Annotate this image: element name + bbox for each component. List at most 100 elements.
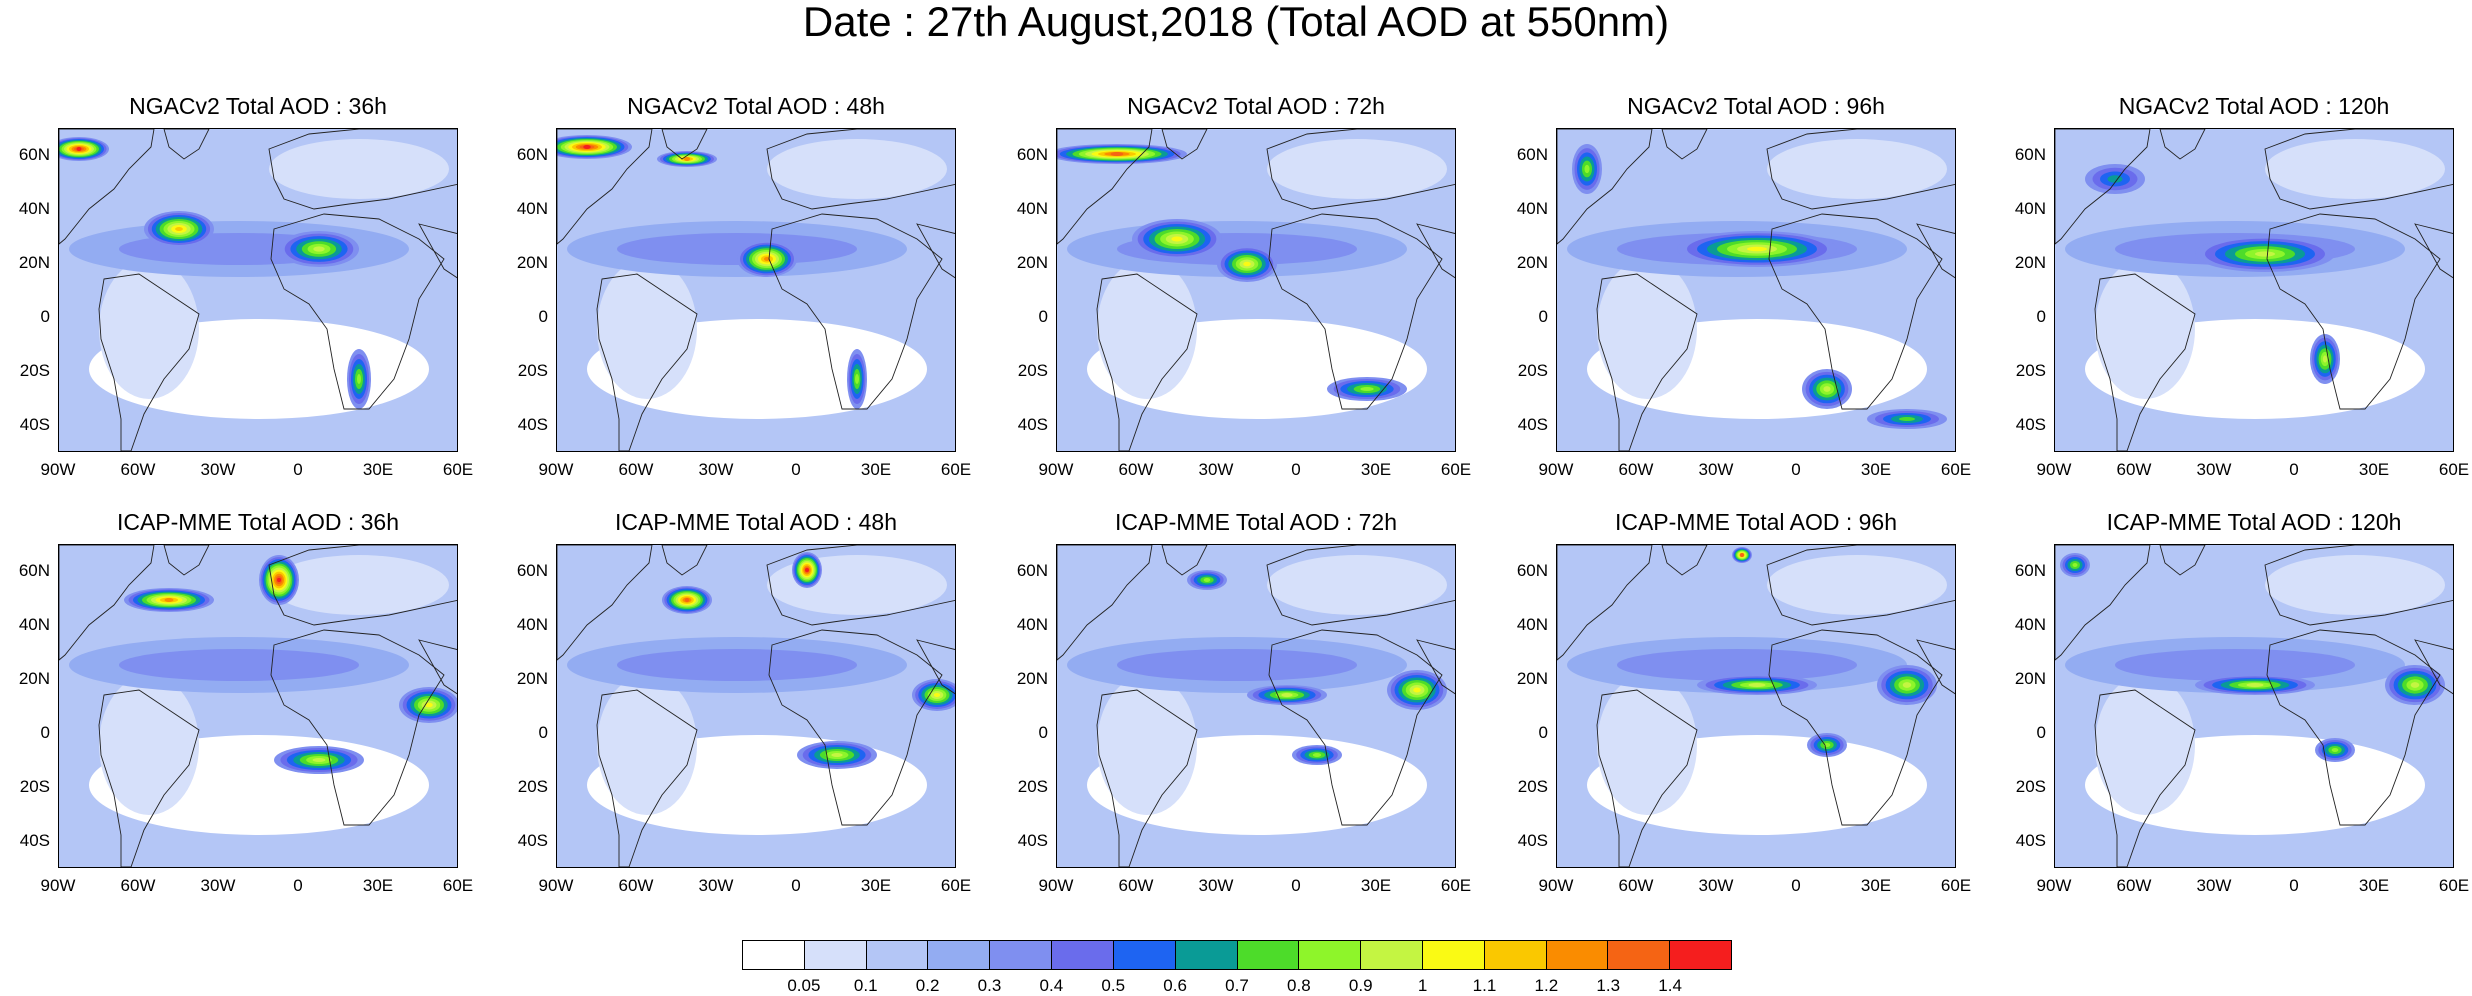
coastline [1096, 689, 1198, 867]
lat-tick-label: 0 [1038, 307, 1048, 326]
aod-plume [684, 157, 690, 161]
coastline [1161, 129, 1208, 160]
low-aod-region [1267, 555, 1447, 615]
aod-plume [1110, 152, 1124, 156]
coastline [2094, 689, 2196, 867]
lon-tick-label: 30W [2196, 876, 2232, 895]
coastline [270, 629, 445, 826]
lon-tick-label: 30E [362, 876, 394, 895]
aod-plume [76, 147, 82, 151]
lon-tick-label: 30E [860, 460, 892, 479]
coastline [2055, 545, 2151, 661]
coastline [98, 273, 200, 451]
coastline [418, 639, 457, 695]
aod-plume [2246, 683, 2264, 687]
coastline [2266, 213, 2441, 410]
aod-plume [583, 145, 591, 149]
lon-tick-label: 90W [538, 460, 574, 479]
lat-tick-label: 20N [1516, 669, 1548, 688]
coastline [2414, 223, 2453, 279]
lon-tick-label: 60W [2116, 460, 2152, 479]
lon-tick-label: 60E [1440, 876, 1472, 895]
lon-tick-label: 60E [2438, 876, 2470, 895]
coastline [1416, 223, 1455, 279]
lat-tick-label: 0 [2036, 723, 2046, 742]
low-aod-region [597, 675, 697, 815]
aod-plume [357, 374, 361, 384]
colorbar-swatch [743, 941, 805, 969]
low-aod-region [269, 139, 449, 199]
colorbar-swatch [1608, 941, 1671, 969]
colorbar-label: 0.7 [1225, 976, 1249, 995]
lat-tick-label: 40N [2014, 199, 2046, 218]
colorbar-swatch [928, 941, 991, 969]
lon-tick-label: 60W [1118, 876, 1154, 895]
panel-title: NGACv2 Total AOD : 36h [129, 93, 387, 119]
lat-tick-label: 40S [2015, 415, 2046, 434]
lon-tick-label: 30W [1698, 460, 1734, 479]
lon-tick-label: 90W [40, 460, 76, 479]
lon-tick-label: 30W [1198, 876, 1234, 895]
panel-title: NGACv2 Total AOD : 120h [2118, 93, 2390, 119]
lat-tick-label: 0 [538, 307, 548, 326]
lon-tick-label: 60E [940, 876, 972, 895]
aod-map [2054, 128, 2454, 452]
aod-plume [312, 758, 326, 762]
aod-plume [1899, 417, 1915, 421]
lat-tick-label: 20S [19, 777, 50, 796]
lon-tick-label: 90W [2036, 876, 2072, 895]
coastline [557, 129, 653, 245]
coastline [1768, 629, 1943, 826]
coastline [163, 129, 210, 160]
aod-map [556, 128, 956, 452]
colorbar-label: 1.4 [1658, 976, 1682, 995]
panel-title: NGACv2 Total AOD : 48h [627, 93, 885, 119]
lon-tick-label: 0 [293, 876, 303, 895]
lat-tick-label: 20N [2014, 253, 2046, 272]
aod-plume [2072, 563, 2078, 567]
aod-plume [831, 753, 843, 757]
lat-tick-label: 40S [517, 831, 548, 850]
low-aod-region [2265, 139, 2445, 199]
low-aod-region [1767, 139, 1947, 199]
aod-plume [425, 702, 433, 708]
lon-tick-label: 30E [1860, 460, 1892, 479]
map-panel: NGACv2 Total AOD : 72h 60N 40N 20N 0 20S 40S 90… [1017, 92, 1471, 479]
coastline [1596, 273, 1698, 451]
lon-tick-label: 30W [2196, 460, 2232, 479]
coastline [2414, 639, 2453, 695]
lat-tick-label: 20N [516, 669, 548, 688]
colorbar-label: 0.2 [915, 976, 940, 995]
coastline [1916, 639, 1955, 695]
lat-tick-label: 20S [1517, 361, 1548, 380]
lon-tick-label: 30E [1360, 876, 1392, 895]
lat-tick-label: 40N [1516, 615, 1548, 634]
colorbar-swatch [804, 941, 867, 969]
aod-map [58, 544, 458, 868]
coastline [270, 213, 445, 410]
lat-tick-label: 40N [1516, 199, 1548, 218]
lon-tick-label: 60E [2438, 460, 2470, 479]
panel-title: ICAP-MME Total AOD : 120h [2106, 509, 2402, 535]
coastline [2159, 129, 2206, 160]
aod-plume [764, 257, 770, 261]
aod-band [119, 649, 359, 681]
coastline [59, 129, 155, 245]
low-aod-region [269, 555, 449, 615]
lon-tick-label: 60E [940, 460, 972, 479]
lon-tick-label: 90W [1038, 460, 1074, 479]
aod-band [1117, 649, 1357, 681]
aod-band [2115, 649, 2355, 681]
map-panel: ICAP-MME Total AOD : 48h 60N 40N 20N 0 20S 40S… [517, 508, 971, 895]
low-aod-region [1267, 139, 1447, 199]
lat-tick-label: 20S [2015, 361, 2046, 380]
coastline [1766, 129, 1955, 210]
lon-tick-label: 60E [1440, 460, 1472, 479]
aod-plume [2331, 748, 2339, 752]
colorbar [742, 940, 1732, 970]
lon-tick-label: 0 [1791, 876, 1801, 895]
lat-tick-label: 20N [18, 669, 50, 688]
lon-tick-label: 30W [200, 876, 236, 895]
lat-tick-label: 20N [1016, 253, 1048, 272]
lat-tick-label: 60N [1016, 145, 1048, 164]
